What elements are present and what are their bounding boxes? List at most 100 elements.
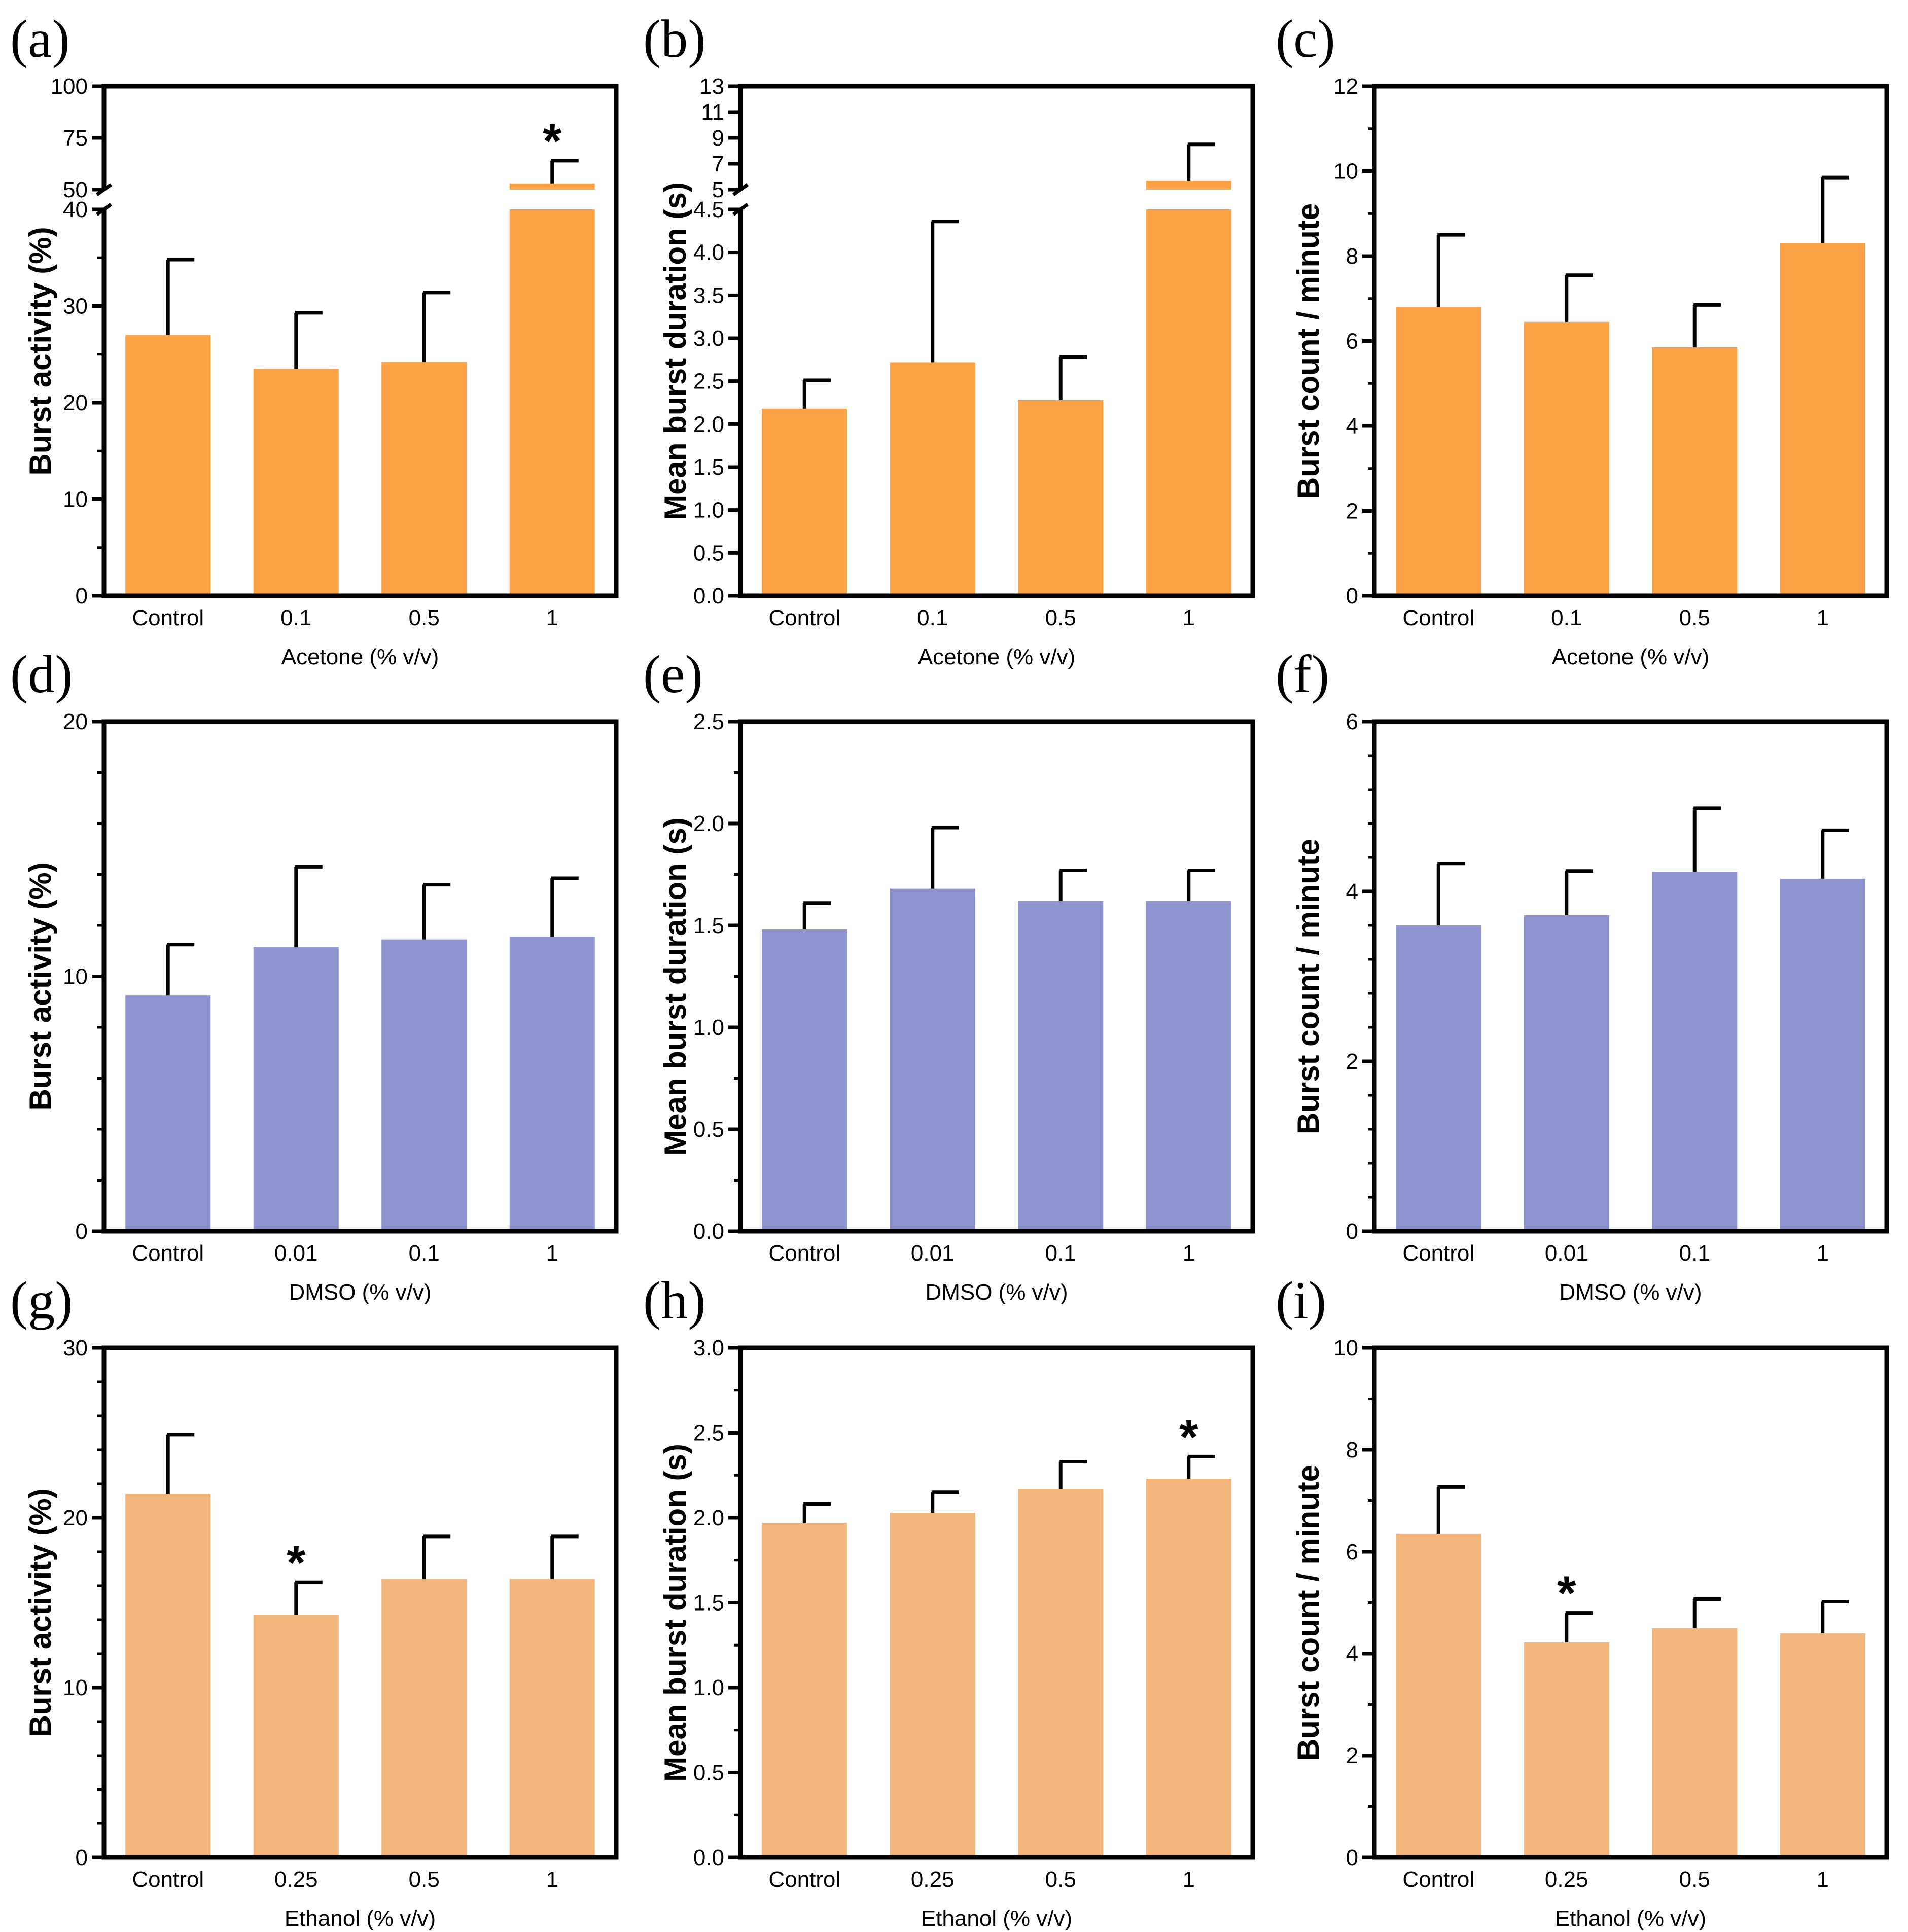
bar-0.25 — [1524, 1642, 1609, 1857]
bar-Control — [1396, 925, 1481, 1231]
y-tick-label: 6 — [1346, 329, 1358, 354]
x-tick-label: 0.1 — [1045, 1241, 1076, 1266]
y-axis-title: Burst activity (%) — [23, 1488, 57, 1737]
y-tick-label: 13 — [699, 74, 724, 99]
y-axis-title: Burst count / minute — [1291, 1465, 1325, 1761]
x-tick-label: Control — [132, 1241, 204, 1266]
y-tick-label: 5 — [712, 177, 724, 202]
chart-panel-h: Control 0.25 0.5 * 1 0.0 0.5 1.0 1.5 2.0 2.5 3.0 Eth… — [643, 1271, 1255, 1931]
bar-Control — [125, 995, 211, 1231]
y-tick-label: 20 — [63, 390, 88, 415]
y-tick-label: 6 — [1346, 1540, 1358, 1564]
x-tick-label: 1 — [546, 1867, 558, 1892]
y-tick-label: 1.5 — [693, 1591, 724, 1616]
y-axis-title: Burst activity (%) — [23, 862, 57, 1111]
x-tick-label: 0.1 — [1679, 1241, 1710, 1266]
y-tick-label: 2.0 — [693, 811, 724, 836]
bar-1 — [509, 1579, 595, 1857]
panel-letter: (i) — [1276, 1271, 1326, 1330]
y-tick-label: 8 — [1346, 1438, 1358, 1462]
x-tick-label: 0.01 — [1545, 1241, 1588, 1266]
bar-0.25 — [890, 1512, 975, 1857]
x-tick-label: 1 — [546, 605, 558, 630]
bar-0.1 — [1018, 901, 1104, 1231]
panel-letter: (g) — [10, 1271, 73, 1330]
bar-1 — [1146, 1478, 1231, 1857]
y-tick-label: 30 — [63, 1336, 88, 1361]
bar-1 — [1146, 209, 1231, 596]
x-tick-label: 0.5 — [1045, 605, 1076, 630]
y-tick-label: 4 — [1346, 879, 1358, 904]
bar-upper-1 — [509, 183, 595, 190]
x-tick-label: 0.1 — [1551, 605, 1582, 630]
bar-0.5 — [1652, 1628, 1738, 1857]
bar-0.5 — [381, 1579, 467, 1857]
y-tick-label: 10 — [1333, 159, 1358, 184]
x-tick-label: Control — [1402, 605, 1474, 630]
y-tick-label: 0.5 — [693, 541, 724, 565]
x-tick-label: 0.5 — [409, 1867, 440, 1892]
y-tick-label: 10 — [63, 1675, 88, 1700]
x-axis-title: Ethanol (% v/v) — [921, 1906, 1072, 1931]
x-tick-label: 1 — [1817, 1241, 1829, 1266]
x-axis-title: Ethanol (% v/v) — [285, 1906, 436, 1931]
bar-Control — [125, 335, 211, 596]
y-tick-label: 0 — [1346, 1845, 1358, 1870]
significance-marker: * — [543, 114, 562, 168]
y-tick-label: 0.5 — [693, 1117, 724, 1142]
y-tick-label: 1.5 — [693, 913, 724, 938]
x-tick-label: 0.25 — [274, 1867, 318, 1892]
y-tick-label: 4 — [1346, 414, 1358, 439]
y-tick-label: 4 — [1346, 1641, 1358, 1666]
y-tick-label: 0.5 — [693, 1761, 724, 1785]
x-tick-label: 0.25 — [1545, 1867, 1588, 1892]
bar-Control — [1396, 1533, 1481, 1857]
bar-0.1 — [890, 362, 975, 596]
y-tick-label: 3.0 — [693, 326, 724, 351]
plot-frame — [101, 1345, 619, 1860]
y-tick-label: 0 — [76, 1845, 88, 1870]
x-tick-label: Control — [768, 1867, 840, 1892]
y-tick-label: 20 — [63, 1506, 88, 1530]
y-tick-label: 2.0 — [693, 412, 724, 437]
x-axis-title: Ethanol (% v/v) — [1555, 1906, 1706, 1931]
y-tick-label: 11 — [701, 100, 724, 125]
bar-0.5 — [1018, 1489, 1104, 1857]
y-tick-label: 1.0 — [693, 1675, 724, 1700]
x-tick-label: 0.1 — [409, 1241, 440, 1266]
significance-marker: * — [1179, 1410, 1198, 1464]
y-axis-title: Mean burst duration (s) — [658, 182, 692, 520]
x-tick-label: Control — [768, 1241, 840, 1266]
y-tick-label: 0.0 — [693, 584, 724, 609]
y-tick-label: 12 — [1333, 74, 1358, 99]
panel-letter: (f) — [1276, 645, 1329, 704]
x-tick-label: 0.5 — [1045, 1867, 1076, 1892]
y-tick-label: 0 — [1346, 1219, 1358, 1244]
panel-letter: (d) — [10, 645, 73, 704]
x-axis-title: DMSO (% v/v) — [289, 1280, 431, 1305]
y-axis-title: Burst count / minute — [1291, 839, 1325, 1134]
y-tick-label: 4.5 — [693, 197, 724, 222]
y-tick-label: 40 — [63, 197, 88, 222]
bar-0.5 — [1652, 347, 1738, 596]
y-tick-label: 2.5 — [693, 1421, 724, 1446]
y-tick-label: 9 — [712, 126, 724, 151]
y-tick-label: 7 — [712, 152, 724, 176]
bar-1 — [1780, 243, 1865, 596]
bar-0.1 — [1524, 321, 1609, 596]
bar-Control — [762, 408, 847, 596]
y-tick-label: 30 — [63, 294, 88, 319]
y-tick-label: 2.5 — [693, 369, 724, 394]
y-axis-title: Burst activity (%) — [23, 227, 57, 475]
x-axis-title: Acetone (% v/v) — [918, 645, 1076, 669]
bar-0.5 — [1018, 400, 1104, 596]
panel-letter: (e) — [643, 645, 703, 704]
y-tick-label: 1.0 — [693, 1015, 724, 1040]
y-tick-label: 10 — [63, 964, 88, 989]
bar-1 — [1146, 901, 1231, 1231]
y-tick-label: 0.0 — [693, 1219, 724, 1244]
y-tick-label: 20 — [63, 709, 88, 734]
y-axis-title: Mean burst duration (s) — [658, 1444, 692, 1782]
